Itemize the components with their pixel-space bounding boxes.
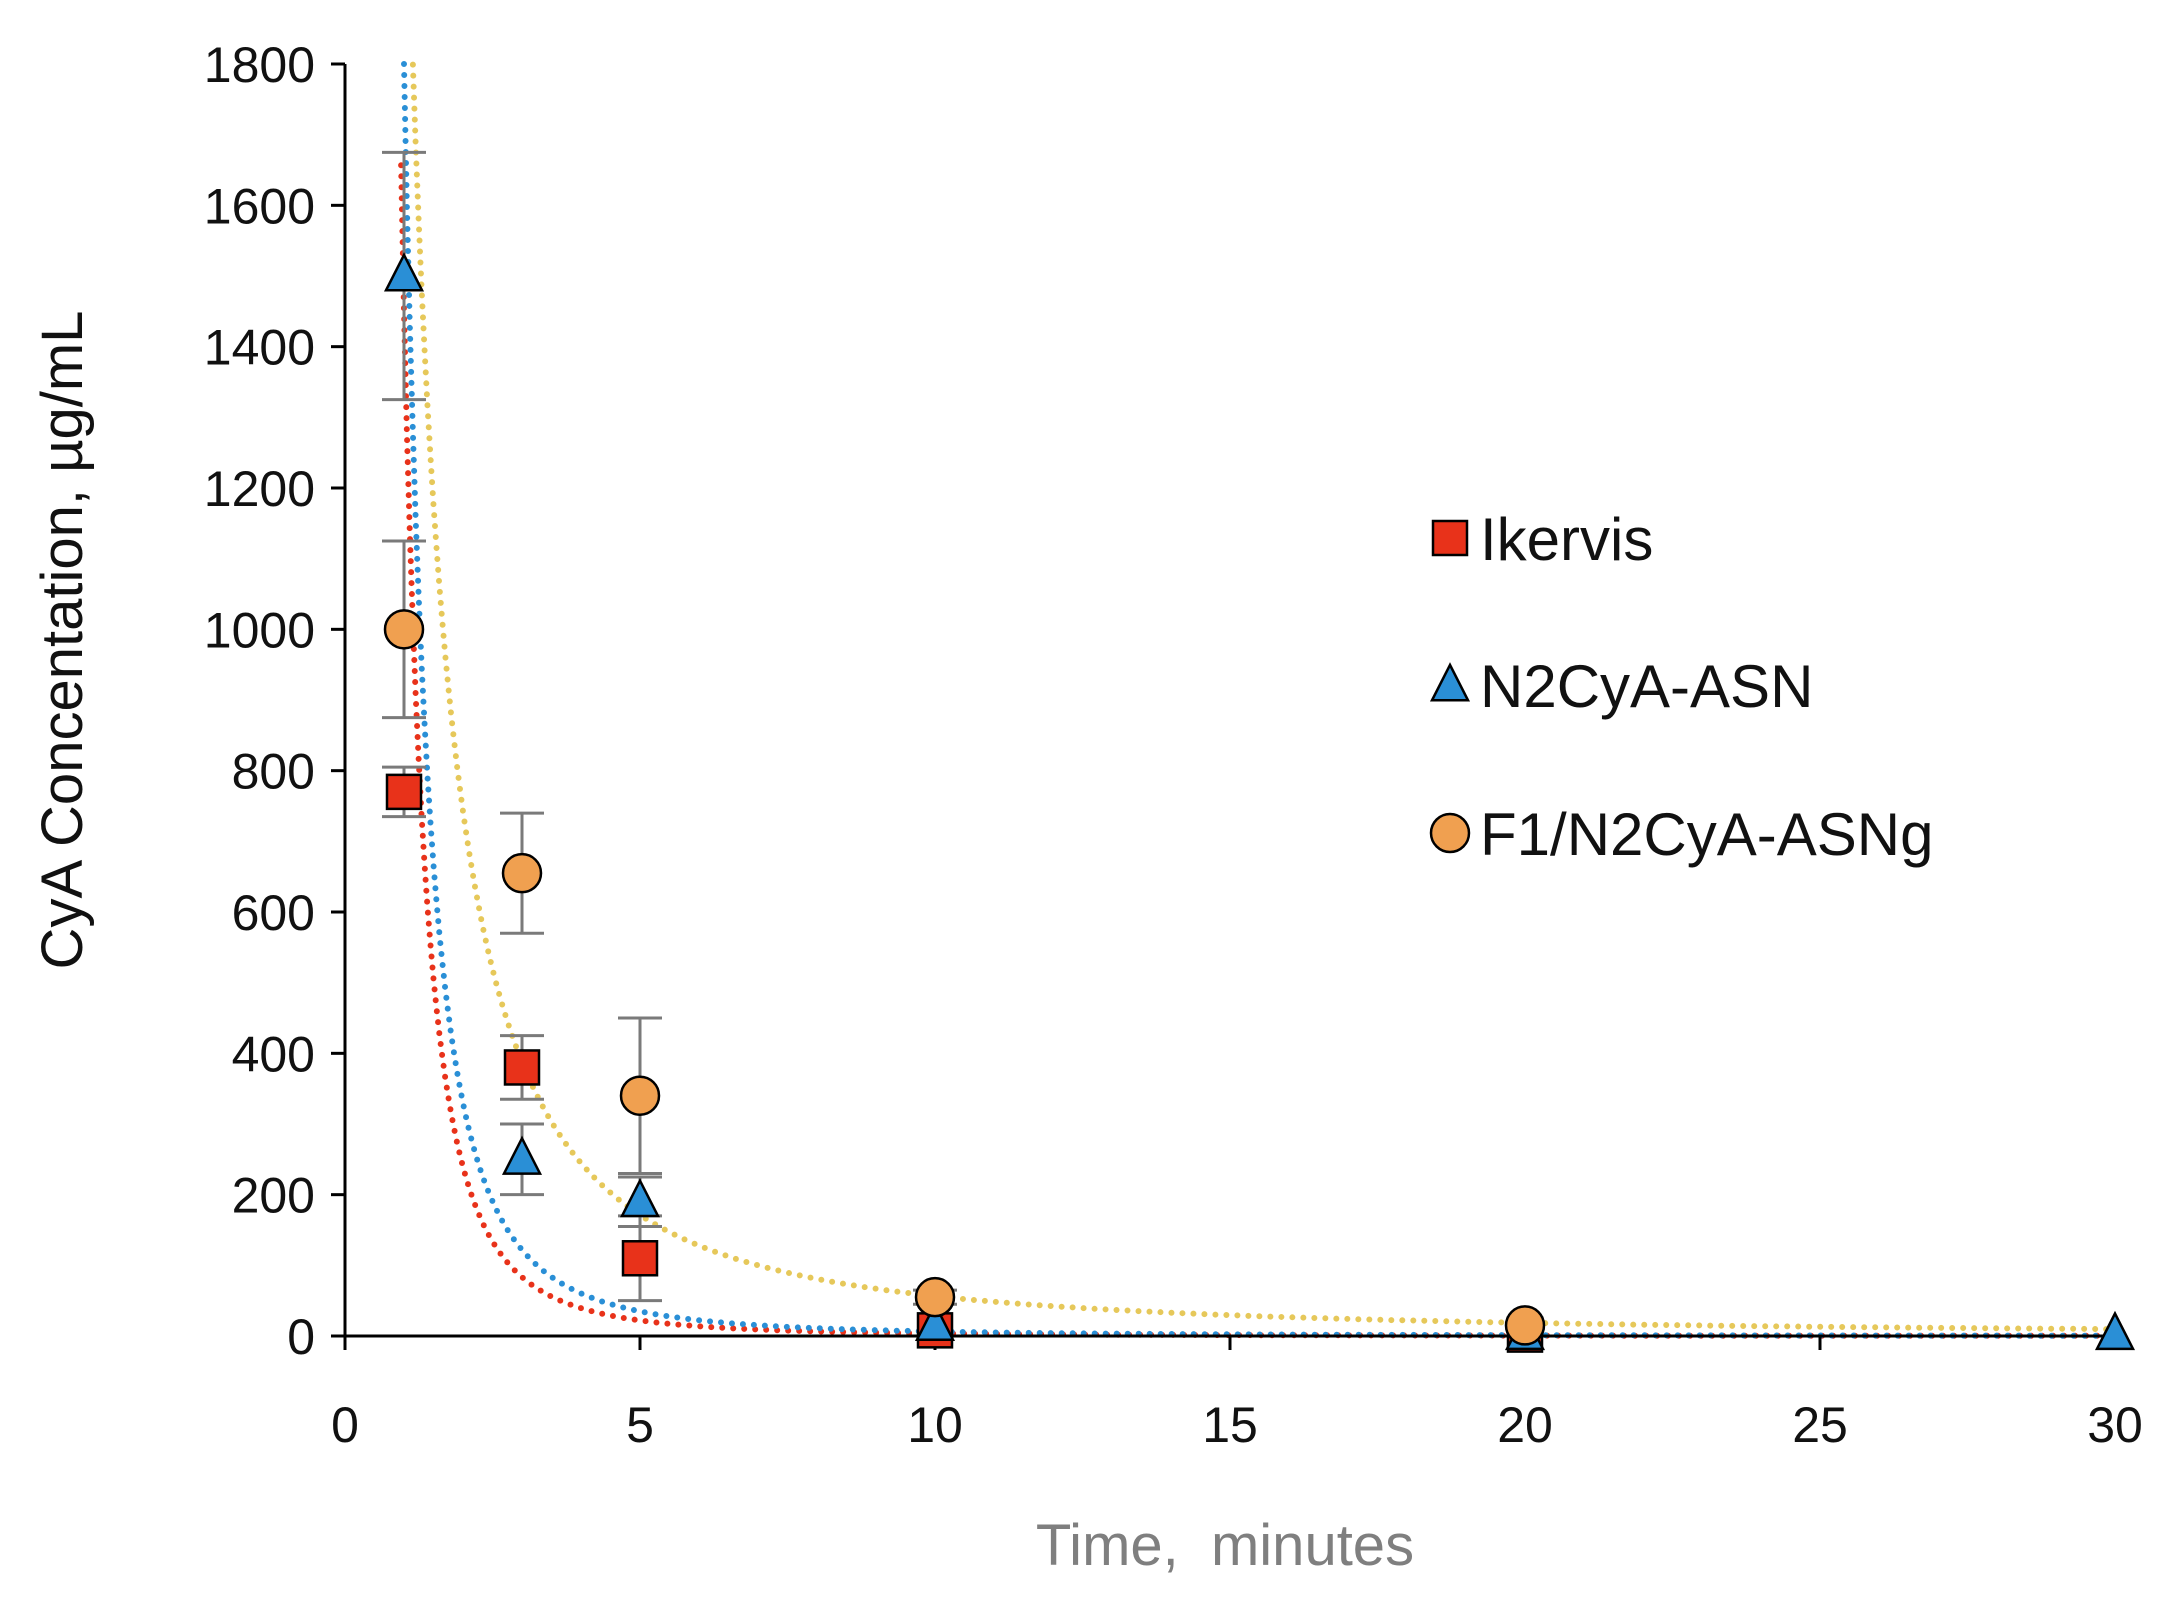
data-point-ikervis	[621, 1240, 659, 1277]
y-tick-label: 1800	[204, 37, 315, 93]
trend-line-n2cya-asn	[401, 61, 2118, 1339]
y-tick-label: 600	[232, 885, 315, 941]
y-tick-label: 400	[232, 1026, 315, 1082]
x-tick-label: 15	[1202, 1397, 1258, 1453]
axes	[331, 62, 2117, 1350]
x-tick-labels: 0 5 10 15 20 25 30	[331, 1397, 2143, 1453]
y-tick-label: 200	[232, 1168, 315, 1224]
y-tick-label: 1400	[204, 320, 315, 376]
y-tick-label: 1000	[204, 602, 315, 658]
x-tick-label: 5	[626, 1397, 654, 1453]
legend-label-f1-n2cya-asng: F1/N2CyA-ASNg	[1480, 801, 1933, 868]
x-axis-label: Time, minutes	[1036, 1513, 1414, 1578]
data-point-f1-n2cya-asng	[619, 1075, 661, 1116]
legend-markers	[1429, 519, 1471, 854]
trend-line-ikervis	[398, 162, 2118, 1339]
x-tick-label: 20	[1497, 1397, 1553, 1453]
data-point-n2cya-asn	[619, 1177, 661, 1218]
legend-marker-f1-n2cya-asng	[1429, 812, 1471, 854]
x-tick-label: 30	[2087, 1397, 2143, 1453]
data-point-ikervis	[385, 773, 423, 811]
data-point-ikervis	[503, 1049, 541, 1086]
y-tick-label: 1600	[204, 178, 315, 234]
data-point-n2cya-asn	[914, 1301, 956, 1341]
legend-label-ikervis: Ikervis	[1480, 506, 1653, 573]
trend-line-f1-n2cya-asng	[409, 61, 2118, 1333]
y-tick-label: 800	[232, 744, 315, 800]
data-point-n2cya-asn	[501, 1135, 543, 1175]
legend-marker-n2cya-asn	[1429, 662, 1471, 702]
data-point-n2cya-asn	[2094, 1310, 2136, 1351]
y-tick-label: 1200	[204, 461, 315, 517]
data-markers	[383, 252, 2136, 1353]
data-point-f1-n2cya-asng	[501, 852, 543, 894]
y-tick-labels: 0 200 400 600 800 1000 1200 1400 1600 1800	[204, 37, 315, 1365]
data-point-f1-n2cya-asng	[383, 609, 425, 650]
legend: Ikervis N2CyA-ASN F1/N2CyA-ASNg	[1429, 506, 1933, 868]
legend-label-n2cya-asn: N2CyA-ASN	[1480, 653, 1813, 720]
x-tick-label: 0	[331, 1397, 359, 1453]
y-tick-label: 0	[287, 1309, 315, 1365]
error-bars	[382, 150, 957, 1306]
x-tick-label: 25	[1792, 1397, 1848, 1453]
data-point-f1-n2cya-asng	[1504, 1305, 1546, 1346]
data-point-f1-n2cya-asng	[914, 1276, 956, 1318]
legend-marker-ikervis	[1431, 519, 1469, 557]
data-point-n2cya-asn	[383, 252, 425, 292]
y-axis-label: CyA Concentation, µg/mL	[30, 311, 95, 970]
x-tick-label: 10	[907, 1397, 963, 1453]
trend-lines	[398, 61, 2118, 1339]
